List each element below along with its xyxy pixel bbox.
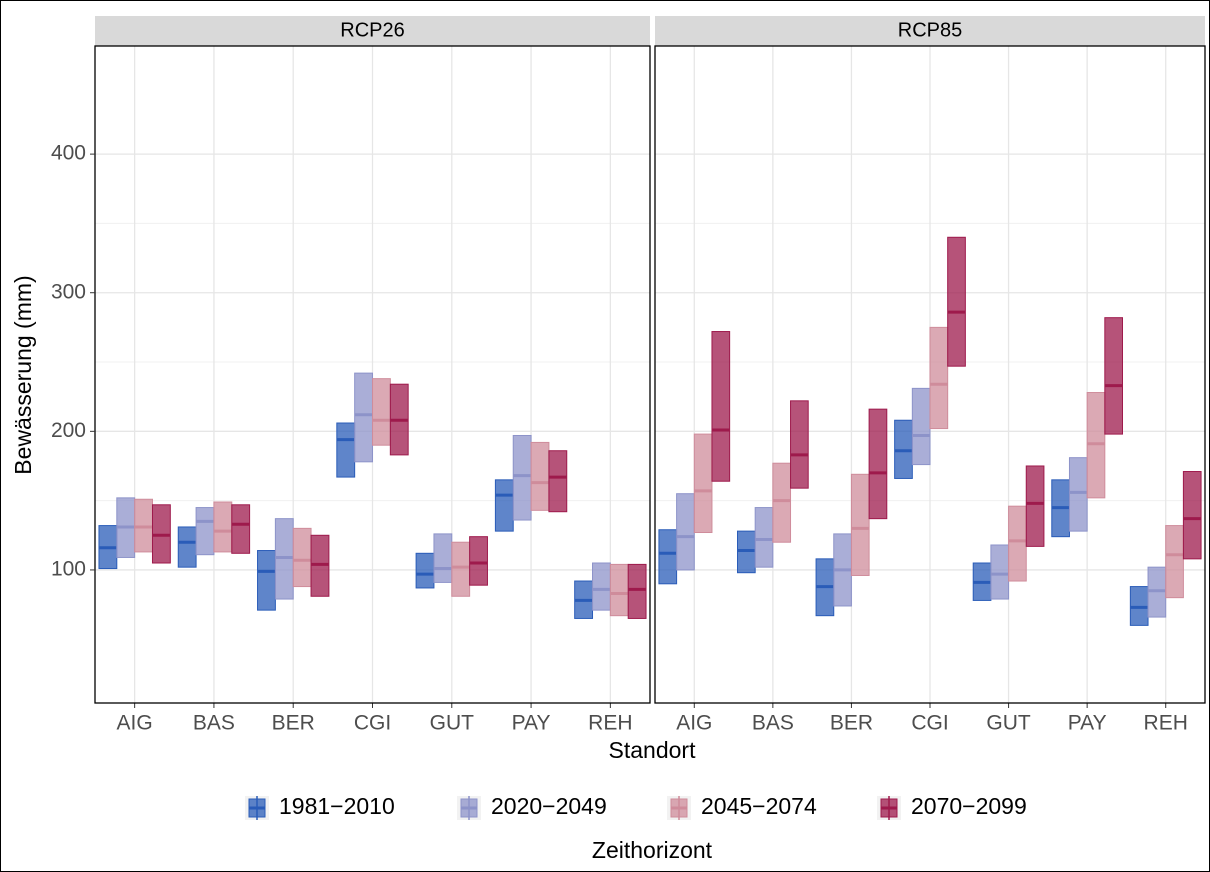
crossbar-box bbox=[850, 473, 870, 576]
crossbar-box bbox=[772, 462, 792, 543]
strip-label: RCP85 bbox=[898, 19, 962, 41]
crossbar-box bbox=[1068, 457, 1088, 532]
legend-label: 2070−2099 bbox=[911, 793, 1027, 819]
x-tick-label: CGI bbox=[354, 712, 391, 735]
legend-label: 2020−2049 bbox=[491, 793, 607, 819]
x-tick-label: BER bbox=[272, 712, 315, 735]
crossbar-box bbox=[990, 544, 1010, 600]
x-tick-label: BAS bbox=[193, 712, 235, 735]
crossbar-box bbox=[231, 504, 251, 554]
legend-label: 2045−2074 bbox=[701, 793, 817, 819]
panel-border bbox=[94, 45, 651, 704]
x-tick-label: AIG bbox=[117, 712, 153, 735]
crossbar-box bbox=[676, 493, 695, 571]
crossbar-box bbox=[1025, 465, 1045, 547]
x-tick-label: AIG bbox=[676, 712, 712, 735]
crossbar-box bbox=[213, 501, 233, 553]
crossbar-box bbox=[929, 326, 949, 430]
crossbar-box bbox=[292, 527, 312, 588]
crossbar-box bbox=[868, 408, 888, 520]
crossbar-box bbox=[1165, 525, 1184, 599]
crossbar-box bbox=[911, 387, 931, 466]
crossbar-box bbox=[433, 533, 453, 583]
x-tick-label: REH bbox=[588, 712, 632, 735]
crossbar-box bbox=[336, 422, 356, 478]
x-tick-label: REH bbox=[1144, 712, 1188, 735]
crossbar-box bbox=[754, 507, 774, 568]
crossbar-box bbox=[947, 236, 966, 367]
x-tick-label: GUT bbox=[430, 712, 475, 735]
legend-title: Zeithorizont bbox=[592, 837, 713, 863]
crossbar-box bbox=[512, 434, 532, 521]
crossbar-box bbox=[195, 507, 215, 556]
crossbar-box bbox=[592, 562, 611, 611]
y-tick-label: 100 bbox=[51, 557, 86, 580]
crossbar-box bbox=[627, 563, 647, 619]
crossbar-box bbox=[790, 400, 809, 489]
x-tick-label: CGI bbox=[911, 712, 948, 735]
crossbar-box bbox=[609, 563, 629, 617]
strip bbox=[95, 16, 650, 46]
strip bbox=[655, 16, 1205, 46]
x-tick-label: BAS bbox=[752, 712, 794, 735]
x-tick-label: BER bbox=[830, 712, 873, 735]
crossbar-box bbox=[1008, 505, 1027, 582]
crossbar-box bbox=[354, 372, 373, 463]
panel-border bbox=[654, 45, 1206, 704]
crossbar-box bbox=[530, 441, 550, 511]
crossbar-box bbox=[494, 479, 514, 532]
strip-label: RCP26 bbox=[340, 19, 404, 41]
x-tick-label: PAY bbox=[1068, 712, 1107, 735]
crossbar-box bbox=[177, 526, 197, 568]
y-axis-title: Bewässerung (mm) bbox=[10, 275, 36, 474]
crossbar-box bbox=[711, 331, 731, 482]
y-tick-label: 300 bbox=[51, 280, 86, 303]
y-tick-label: 200 bbox=[51, 419, 86, 442]
crossbar-box bbox=[693, 433, 713, 534]
y-tick-label: 400 bbox=[51, 142, 86, 165]
crossbar-box bbox=[1104, 317, 1123, 435]
crossbar-box bbox=[469, 536, 488, 586]
crossbar-box bbox=[257, 550, 276, 611]
legend-label: 1981−2010 bbox=[279, 793, 395, 819]
x-axis-title: Standort bbox=[609, 737, 697, 763]
crossbar-box bbox=[415, 552, 435, 589]
x-tick-label: GUT bbox=[986, 712, 1031, 735]
crossbar-box bbox=[1182, 471, 1202, 560]
crossbar-box bbox=[658, 529, 678, 585]
crossbar-box bbox=[451, 541, 471, 597]
x-tick-label: PAY bbox=[512, 712, 551, 735]
crossbar-box bbox=[372, 378, 391, 446]
crossbar-box bbox=[548, 450, 568, 513]
